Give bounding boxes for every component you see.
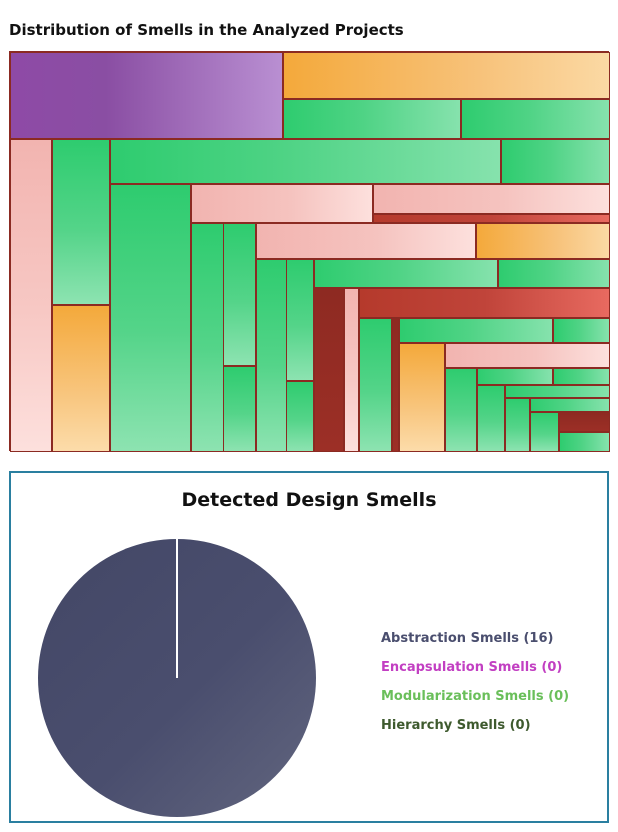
treemap-cell xyxy=(530,398,610,412)
treemap-cell xyxy=(286,259,314,381)
legend-item: Abstraction Smells (16) xyxy=(381,631,554,646)
legend-item: Hierarchy Smells (0) xyxy=(381,718,531,733)
treemap-cell xyxy=(283,52,610,99)
treemap-cell xyxy=(223,223,256,366)
pie-legend: Abstraction Smells (16) Encapsulation Sme… xyxy=(381,631,569,747)
legend-item: Modularization Smells (0) xyxy=(381,689,570,704)
treemap-title: Distribution of Smells in the Analyzed P… xyxy=(9,21,404,39)
treemap-cell xyxy=(110,139,501,184)
treemap-cell xyxy=(256,223,476,259)
treemap-cell xyxy=(477,385,505,452)
treemap-cell xyxy=(110,184,191,452)
treemap-cell xyxy=(359,318,392,452)
treemap xyxy=(9,51,610,452)
treemap-cell xyxy=(476,223,610,259)
treemap-cell xyxy=(314,288,344,452)
treemap-cell xyxy=(461,99,610,139)
treemap-cell xyxy=(359,288,610,318)
treemap-cell xyxy=(283,99,461,139)
treemap-cell xyxy=(52,305,110,452)
treemap-cell xyxy=(286,381,314,452)
treemap-cell xyxy=(553,368,610,385)
treemap-cell xyxy=(373,184,610,214)
treemap-cell xyxy=(559,412,610,432)
treemap-cell xyxy=(445,343,610,368)
treemap-cell xyxy=(498,259,610,288)
treemap-cell xyxy=(501,139,610,184)
treemap-cell xyxy=(314,259,498,288)
treemap-cell xyxy=(530,412,559,452)
treemap-cell xyxy=(553,318,610,343)
treemap-cell xyxy=(52,139,110,305)
legend-item: Encapsulation Smells (0) xyxy=(381,660,563,675)
treemap-cell xyxy=(10,139,52,452)
treemap-cell xyxy=(399,343,445,452)
treemap-cell xyxy=(191,184,373,223)
treemap-cell xyxy=(559,432,610,452)
treemap-cell xyxy=(505,398,530,452)
treemap-cell xyxy=(223,366,256,452)
treemap-cell xyxy=(10,52,283,139)
treemap-cell xyxy=(445,368,477,452)
pie-chart xyxy=(38,539,316,817)
treemap-cell xyxy=(344,288,359,452)
treemap-cell xyxy=(399,318,553,343)
treemap-cell xyxy=(392,318,399,452)
treemap-cell xyxy=(373,214,610,223)
treemap-cell xyxy=(477,368,553,385)
treemap-cell xyxy=(505,385,610,398)
pie-panel: Detected Design Smells Abstraction Smell… xyxy=(9,471,609,823)
pie-title: Detected Design Smells xyxy=(181,489,437,511)
